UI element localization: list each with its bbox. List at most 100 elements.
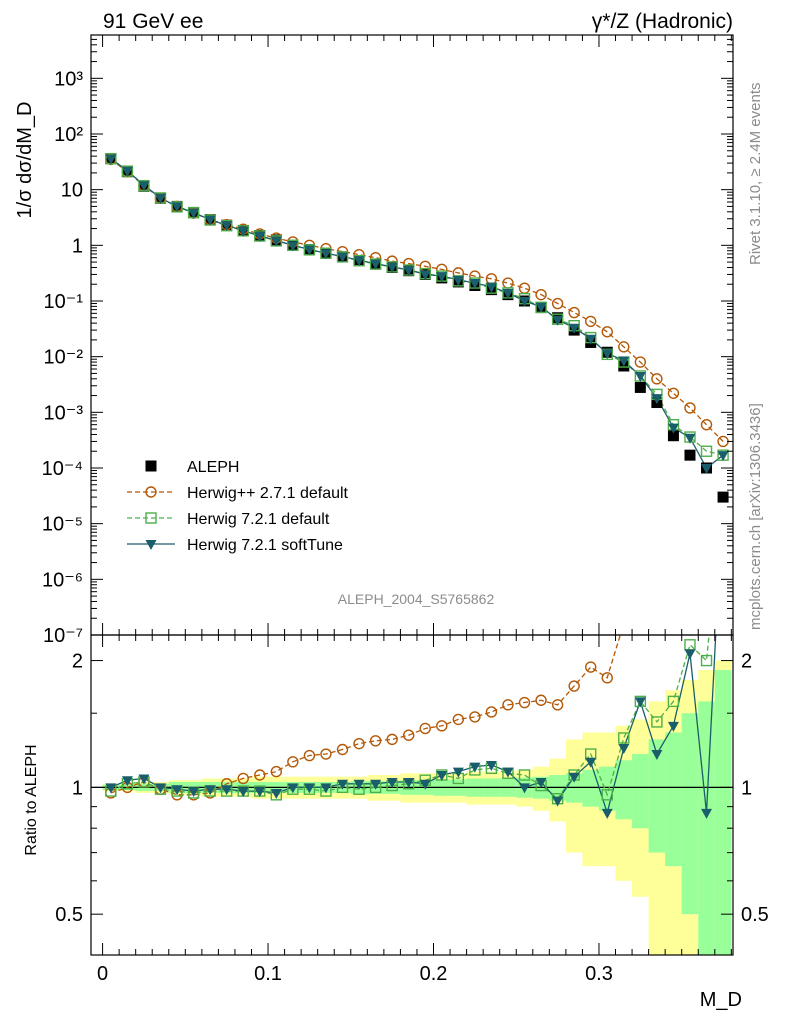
main-point-herwig-2-7-1-default [502,277,514,289]
main-point-herwig-7-2-1-softtune [485,282,497,293]
main-point-herwig-7-2-1-softtune [370,259,382,270]
main-point-herwig-2-7-1-default [535,288,547,301]
ratio-point-herwig-2-7-1-default [270,765,283,778]
ratio-point-herwig-7-2-1-softtune [601,808,613,819]
ratio-point-herwig-7-2-1-default [700,654,713,667]
ratio-plot [91,635,733,955]
main-point-herwig-2-7-1-default [684,402,696,414]
ratio-point-herwig-7-2-1-softtune [287,783,299,794]
main-point-aleph [717,491,729,503]
ratio-y-tick-label-right: 1 [741,777,752,799]
main-plot [105,152,729,503]
main-y-tick-label: 10⁻² [44,347,84,369]
main-point-herwig-7-2-1-softtune [618,356,630,367]
analysis-label: ALEPH_2004_S5765862 [338,591,495,607]
main-y-tick-label: 10⁻⁷ [43,625,83,647]
main-y-tick-label: 10⁻⁴ [42,458,83,480]
ratio-point-herwig-2-7-1-default [402,729,415,741]
main-y-tick-label: 10 [61,180,83,202]
ratio-point-herwig-2-7-1-default [535,694,547,706]
main-y-tick-label: 10⁻⁶ [42,569,83,591]
main-point-herwig-7-2-1-softtune [667,423,679,434]
ratio-point-herwig-2-7-1-default [551,699,564,711]
legend-label: Herwig++ 2.7.1 default [187,485,349,502]
main-point-herwig-7-2-1-softtune [701,463,713,474]
ratio-point-herwig-7-2-1-softtune [221,785,233,796]
ratio-point-herwig-2-7-1-default [287,756,299,768]
ratio-point-herwig-2-7-1-default [436,720,448,732]
main-y-axis-label: 1/σ dσ/dM_D [14,102,36,219]
main-point-herwig-7-2-1-softtune [717,451,729,462]
legend: ALEPH Herwig++ 2.7.1 default Herwig 7.2.1 … [127,459,349,554]
main-point-aleph [634,381,646,393]
main-point-herwig-7-2-1-softtune [353,256,365,267]
ratio-point-herwig-7-2-1-softtune [105,783,117,794]
ratio-point-herwig-7-2-1-softtune [684,649,696,660]
main-point-herwig-2-7-1-default [518,282,531,294]
main-point-herwig-2-7-1-default [618,341,630,353]
main-y-tick-label: 10⁻⁵ [42,514,83,536]
ratio-point-herwig-7-2-1-softtune [154,783,166,794]
ratio-point-herwig-7-2-1-softtune [337,779,349,790]
main-point-herwig-7-2-1-softtune [601,349,613,360]
x-tick-label: 0.1 [254,963,282,985]
ratio-point-herwig-7-2-1-softtune [270,788,282,799]
ratio-point-herwig-7-2-1-softtune [138,774,150,785]
ratio-point-herwig-7-2-1-softtune [171,785,183,796]
main-point-aleph [667,430,679,442]
ratio-point-herwig-7-2-1-softtune [485,761,497,772]
main-point-herwig-7-2-1-softtune [270,236,282,247]
main-point-herwig-2-7-1-default [667,387,680,399]
main-point-herwig-7-2-1-softtune [651,394,663,405]
ratio-point-herwig-7-2-1-softtune [618,744,630,755]
ratio-point-herwig-2-7-1-default [254,769,266,781]
ratio-point-herwig-2-7-1-default [502,699,514,711]
ratio-point-herwig-7-2-1-softtune [502,767,514,778]
ratio-y-tick-label-right: 0.5 [741,904,769,926]
legend-marker [145,540,157,550]
ratio-point-herwig-7-2-1-softtune [436,770,448,781]
main-y-tick-label: 1 [72,235,83,257]
ratio-point-herwig-7-2-1-softtune [651,750,663,761]
legend-marker [145,486,157,498]
main-point-herwig-7-2-1-softtune [105,154,117,165]
main-point-herwig-7-2-1-softtune [337,252,349,263]
ratio-series [105,635,717,819]
main-y-tick-label: 10² [54,124,83,146]
ratio-point-herwig-7-2-1-softtune [701,808,713,819]
ratio-frame [90,634,734,956]
x-axis-label: M_D [700,989,742,1011]
ratio-point-herwig-7-2-1-softtune [237,787,249,798]
ratio-point-herwig-7-2-1-softtune [469,762,481,773]
ratio-band-inner [648,739,666,853]
ratio-point-herwig-2-7-1-default [353,737,365,750]
ratio-band-inner [615,760,633,820]
ratio-point-herwig-2-7-1-default [303,749,316,762]
ratio-y-tick-label-left: 2 [72,651,83,673]
ratio-point-herwig-7-2-1-softtune [585,757,597,768]
ratio-line-herwig-7-2-1-default [110,635,710,800]
ratio-y-tick-label-left: 0.5 [55,904,83,926]
main-point-herwig-7-2-1-softtune [585,334,597,345]
legend-label: Herwig 7.2.1 default [187,511,330,528]
main-point-herwig-2-7-1-default [568,306,580,319]
ratio-point-herwig-2-7-1-default [568,680,580,692]
ratio-y-tick-label-left: 1 [72,777,83,799]
ratio-point-herwig-7-2-1-softtune [254,787,266,798]
main-point-herwig-7-2-1-softtune [138,181,150,192]
ratio-point-herwig-7-2-1-default [618,732,630,744]
ratio-point-herwig-7-2-1-softtune [535,777,547,788]
ratio-band-inner [714,669,732,955]
ratio-point-herwig-7-2-1-softtune [452,767,464,778]
ratio-point-herwig-7-2-1-softtune [188,787,200,798]
ratio-point-herwig-2-7-1-default [336,743,349,756]
main-point-herwig-2-7-1-default [717,435,729,448]
title-left: 91 GeV ee [103,10,203,33]
ratio-point-herwig-2-7-1-default [369,735,382,747]
ratio-point-herwig-7-2-1-softtune [667,721,679,732]
ratio-point-herwig-7-2-1-default [651,716,663,728]
ratio-band-inner [665,732,682,867]
ratio-point-herwig-7-2-1-softtune [519,783,531,794]
ratio-point-herwig-7-2-1-softtune [303,783,315,794]
